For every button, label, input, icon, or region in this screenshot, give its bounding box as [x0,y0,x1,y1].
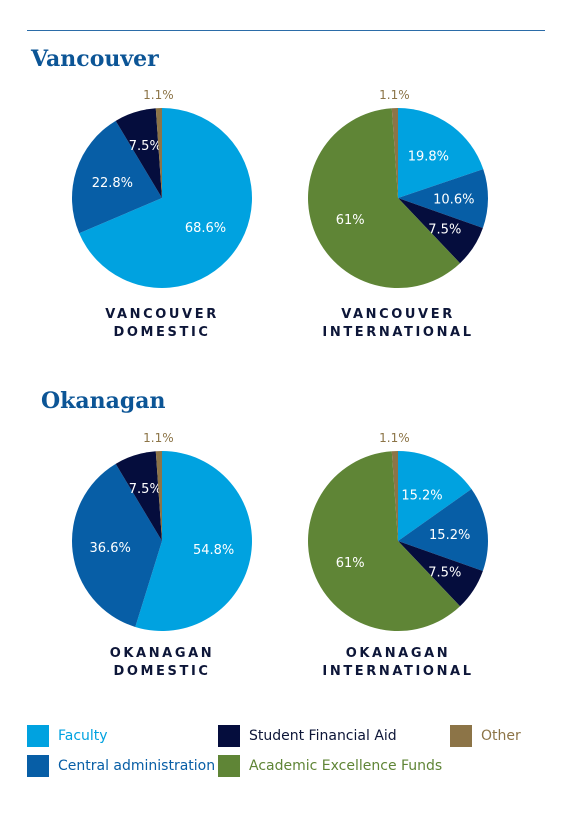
legend-swatch-faculty [27,725,49,747]
legend-swatch-academic-excellence-funds [218,755,240,777]
pie-caption-line: VANCOUVER [105,307,219,322]
pie-caption-line: INTERNATIONAL [322,325,473,340]
pie-label-student-financial-aid: 7.5% [428,565,461,580]
legend-item-student-financial-aid: Student Financial Aid [218,725,397,747]
pie-caption-line: INTERNATIONAL [322,664,473,679]
legend-item-faculty: Faculty [27,725,108,747]
pie-slice-academic-excellence-funds [308,451,461,631]
legend-label-central-administration: Central administration [58,758,216,774]
pie-label-student-financial-aid: 7.5% [129,139,162,154]
pie-label-other: 1.1% [379,88,410,102]
pie-label-faculty: 19.8% [408,150,449,165]
pie-okanagan-international: 15.2% 15.2% 7.5% 61% 1.1% OKANAGAN INTERNATION… [308,431,488,679]
pie-slice-student-financial-aid [115,451,162,541]
legend-swatch-student-financial-aid [218,725,240,747]
pie-label-central-administration: 10.6% [433,192,474,207]
legend-swatch-central-administration [27,755,49,777]
pie-slice-central-administration [398,169,488,228]
legend-swatch-other [450,725,472,747]
pie-slice-faculty [398,451,472,541]
pie-label-student-financial-aid: 7.5% [129,482,162,497]
pie-caption-line: DOMESTIC [113,325,210,340]
pie-label-faculty: 15.2% [401,489,442,504]
legend-label-other: Other [481,728,521,744]
legend-item-central-administration: Central administration [27,755,215,777]
pie-slice-student-financial-aid [398,198,483,264]
pie-slice-faculty [79,108,253,288]
pie-slice-central-administration [72,120,162,234]
pie-label-other: 1.1% [143,88,174,102]
pie-slice-student-financial-aid [398,541,483,607]
legend-item-academic-excellence-funds: Academic Excellence Funds [218,755,442,777]
pie-slice-faculty [398,108,484,198]
pie-label-other: 1.1% [143,431,174,445]
pie-caption-line: VANCOUVER [341,307,455,322]
pie-label-academic-excellence-funds: 61% [336,213,365,228]
pie-slice-faculty [135,451,252,631]
pie-slice-other [155,451,162,541]
legend-label-faculty: Faculty [58,728,108,744]
legend-item-other: Other [450,725,521,747]
pie-label-other: 1.1% [379,431,410,445]
pie-label-central-administration: 36.6% [90,541,131,556]
legend-label-student-financial-aid: Student Financial Aid [249,728,397,744]
pie-label-faculty: 68.6% [185,221,226,236]
section-title-vancouver: Vancouver [31,46,159,72]
pie-vancouver-domestic: 68.6% 22.8% 7.5% 1.1% VANCOUVER DOMESTIC [72,88,253,340]
pie-slice-other [391,451,398,541]
section-title-okanagan: Okanagan [41,388,166,414]
pie-charts: 68.6% 22.8% 7.5% 1.1% VANCOUVER DOMESTIC 19.8%… [71,88,488,679]
top-rule [27,30,545,31]
pie-caption-line: DOMESTIC [113,664,210,679]
pie-caption-line: OKANAGAN [110,646,215,661]
pie-slice-other [155,107,162,198]
pie-label-academic-excellence-funds: 61% [336,556,365,571]
pie-caption-line: OKANAGAN [346,646,451,661]
legend-label-academic-excellence-funds: Academic Excellence Funds [249,758,443,774]
pie-label-student-financial-aid: 7.5% [428,222,461,237]
pie-okanagan-domestic: 54.8% 36.6% 7.5% 1.1% OKANAGAN DOMESTIC [71,431,252,679]
pie-vancouver-international: 19.8% 10.6% 7.5% 61% 1.1% VANCOUVER INTERNATIO… [308,88,488,340]
pie-slice-student-financial-aid [115,108,162,198]
pie-slice-central-administration [398,489,488,571]
pie-label-central-administration: 22.8% [92,176,133,191]
pie-label-faculty: 54.8% [193,543,234,558]
pie-slice-academic-excellence-funds [308,108,461,288]
pie-label-central-administration: 15.2% [429,528,470,543]
pie-slice-other [391,107,398,198]
pie-slice-central-administration [71,463,162,627]
